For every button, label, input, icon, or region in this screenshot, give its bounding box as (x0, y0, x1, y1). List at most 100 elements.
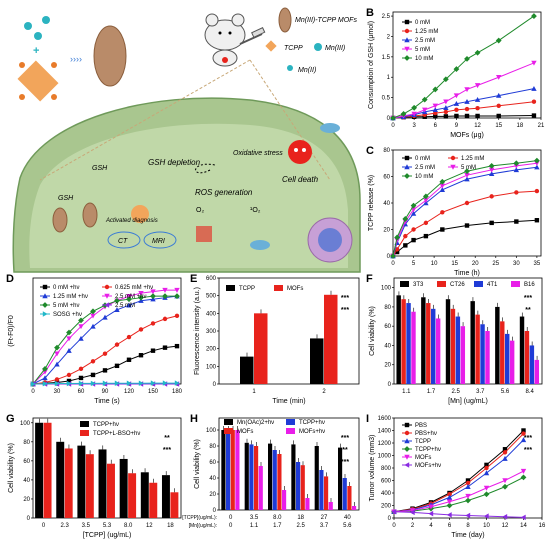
data-point (464, 55, 470, 62)
legend-mn2-label: Mn(II) (298, 67, 316, 74)
nucleolus-icon (318, 228, 342, 252)
data-point (42, 365, 48, 372)
data-point (174, 313, 180, 319)
x-tick-label: 20 (472, 261, 479, 267)
legend-label: 10 mM (415, 56, 433, 62)
data-point (513, 167, 520, 173)
ros-generation-label: ROS generation (195, 188, 253, 197)
syringe-icon (239, 26, 266, 45)
bar (401, 299, 406, 384)
legend-marker (404, 446, 410, 452)
data-point (114, 342, 120, 347)
legend-marker (404, 19, 410, 25)
mof-particle-icon (93, 25, 127, 87)
data-point (439, 178, 446, 185)
legend-label: PBS (415, 423, 427, 429)
data-point (78, 317, 84, 324)
data-point (162, 380, 168, 386)
y-tick-label: 40 (209, 476, 216, 482)
significance-label: *** (524, 447, 532, 454)
bar (140, 472, 149, 518)
bar (258, 466, 263, 510)
legend-label: MOFs+hν (415, 463, 441, 469)
x-tick-label: 21 (538, 123, 545, 129)
y-tick-label: 400 (206, 311, 217, 317)
data-point (502, 478, 508, 484)
data-point (432, 86, 439, 93)
data-point (514, 190, 519, 195)
data-point (126, 334, 132, 340)
data-point (411, 104, 418, 111)
bar (240, 356, 254, 384)
x-tick-label: 1 (252, 389, 256, 395)
significance-label: *** (341, 307, 349, 314)
x-tick-label: 2.3 (61, 523, 70, 529)
bar (98, 449, 107, 518)
data-point (150, 348, 156, 353)
x-tick-label-2: 1.7 (273, 523, 282, 529)
x-tick-label: 12 (474, 123, 481, 129)
panel-i-tumor-volume: I 0 200 400 600 800 1000 1200 1400 1600 Tumor volu… (366, 413, 546, 539)
legend-marker (42, 284, 48, 290)
legend-label: TCPP (415, 439, 431, 445)
y-tick-label: 600 (206, 276, 217, 282)
data-point (42, 375, 48, 381)
legend-marker (404, 164, 410, 170)
data-point (446, 494, 453, 500)
x-tick-label: 15 (451, 261, 458, 267)
series-line (393, 439, 524, 513)
data-point (464, 223, 470, 228)
legend-label: 10 mM (415, 174, 433, 180)
gsh-label-2: GSH (58, 195, 74, 202)
data-point (150, 380, 156, 386)
data-point (102, 314, 108, 320)
data-point (502, 447, 508, 452)
y-tick-label: 60 (209, 460, 216, 466)
x-tick-label: 6 (434, 123, 438, 129)
panel-label: I (366, 413, 369, 425)
data-point (90, 380, 96, 387)
y-tick-label: 80 (23, 440, 30, 446)
data-point (496, 92, 502, 98)
data-point (513, 160, 520, 167)
bar (254, 313, 268, 384)
bar (406, 303, 411, 384)
data-point (390, 253, 396, 259)
data-point (66, 347, 72, 353)
legend-label: 1.25 mM (415, 29, 438, 35)
data-point (402, 216, 409, 222)
bar (470, 301, 475, 384)
data-point (496, 75, 502, 80)
legend-swatch (80, 421, 89, 427)
bar (77, 445, 86, 518)
panel-h-cell-viability-combined: H 0 20 40 60 80 100 Cell viability (%) 0 0 3.5 1.1 8… (182, 413, 360, 529)
mn-ion-sphere (24, 22, 32, 30)
y-tick-label: 2.5 (382, 14, 391, 20)
legend-label: 3T3 (413, 282, 424, 288)
x-tick-label: 3.5 (250, 515, 259, 521)
data-point (54, 361, 60, 367)
bar (445, 299, 451, 384)
mitochondria-icon (320, 123, 340, 133)
bar (455, 316, 461, 384)
x-tick-label: 27 (321, 515, 328, 521)
legend-label: MOFs (237, 429, 253, 435)
x-tick-label: 3.7 (476, 389, 485, 395)
data-point (390, 115, 396, 121)
legend-swatch (274, 285, 283, 291)
x-tick-label: 30 (513, 261, 520, 267)
legend-label: TCPP+L-BSO+hν (93, 431, 140, 437)
bar (495, 306, 500, 384)
data-point (423, 220, 429, 226)
bar (249, 444, 254, 510)
legend-marker (404, 430, 410, 436)
legend-swatch (437, 281, 446, 287)
tcpp-molecule-icon (17, 60, 59, 102)
ct-ellipse (107, 231, 141, 249)
data-point (423, 233, 429, 239)
x-tick-label: 180 (172, 389, 183, 395)
legend-marker (450, 155, 456, 161)
bar (254, 446, 259, 510)
bar (426, 303, 431, 384)
data-point (162, 287, 168, 293)
